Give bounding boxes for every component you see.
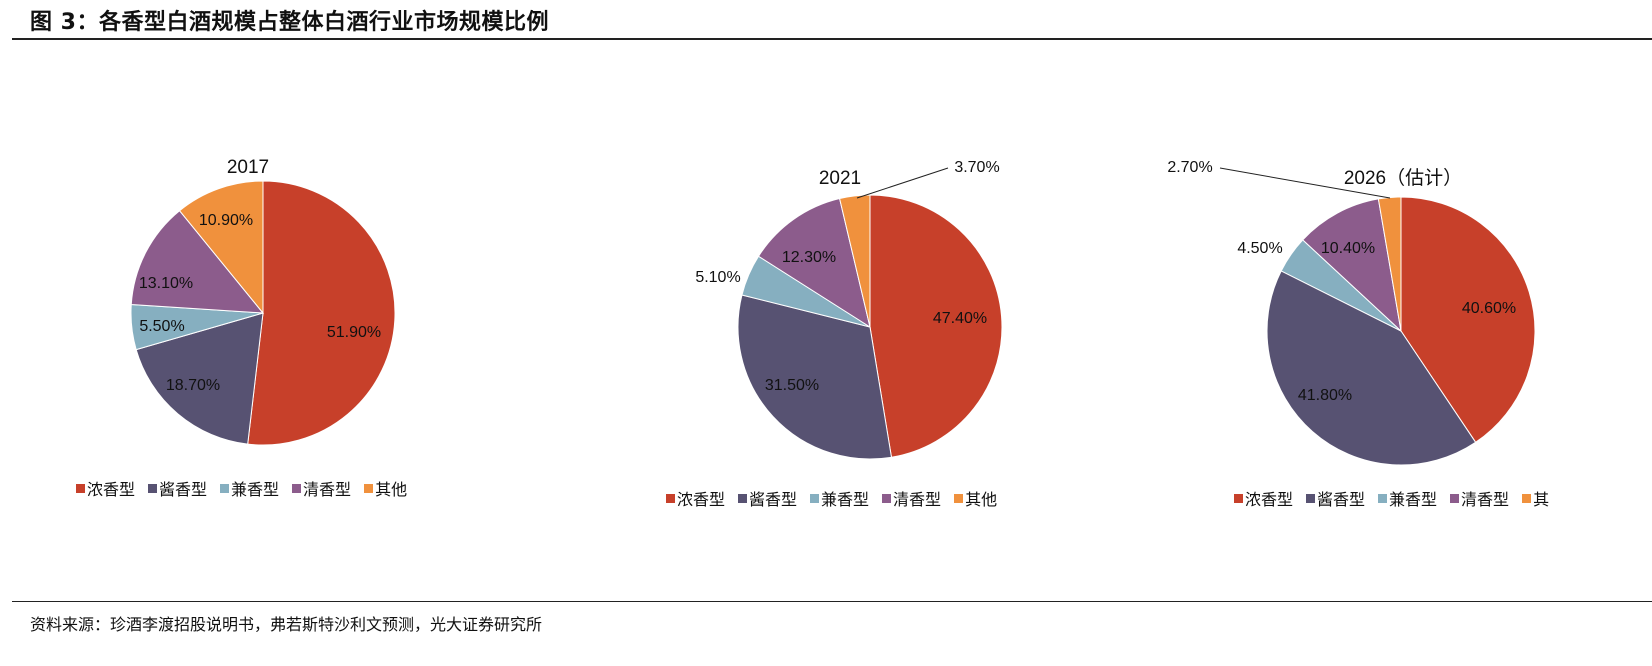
- legend-2021: 浓香型 酱香型 兼香型 清香型 其他: [666, 486, 1010, 510]
- leader-line: [856, 167, 949, 199]
- slice-酱香型: [135, 312, 264, 445]
- legend-item: 清香型: [292, 476, 351, 500]
- legend-label: 浓香型: [1245, 490, 1294, 509]
- data-label: 5.50%: [139, 318, 184, 335]
- pie-chart-3: 40.60% 41.80% 4.50% 10.40% 2.70% 2026（估计）: [1167, 159, 1536, 466]
- slice-浓香型: [247, 180, 396, 446]
- legend-swatch: [882, 493, 892, 503]
- legend-item: 酱香型: [738, 486, 797, 510]
- data-label: 13.10%: [139, 275, 193, 292]
- legend-item: 兼香型: [220, 476, 279, 500]
- legend-label: 浓香型: [87, 480, 136, 499]
- chart-title: 2021: [819, 168, 861, 189]
- data-label: 12.30%: [782, 249, 836, 266]
- legend-label: 清香型: [1461, 490, 1510, 509]
- legend-label: 酱香型: [159, 480, 208, 499]
- legend-label: 兼香型: [231, 480, 280, 499]
- legend-swatch: [954, 493, 964, 503]
- data-label: 4.50%: [1237, 240, 1282, 257]
- legend-label: 酱香型: [749, 490, 798, 509]
- data-label: 2.70%: [1167, 159, 1212, 176]
- leader-line: [1219, 167, 1391, 199]
- legend-2026: 浓香型 酱香型 兼香型 清香型 其: [1234, 486, 1562, 510]
- legend-item: 酱香型: [148, 476, 207, 500]
- legend-swatch: [76, 483, 85, 493]
- legend-label: 其他: [375, 480, 408, 499]
- legend-swatch: [1306, 493, 1316, 503]
- legend-swatch: [1522, 493, 1532, 503]
- legend-label: 兼香型: [1389, 490, 1438, 509]
- slice-其他: [838, 194, 871, 328]
- legend-label: 浓香型: [677, 490, 726, 509]
- legend-item: 浓香型: [76, 476, 135, 500]
- pie-chart-1: 51.90% 18.70% 5.50% 13.10% 10.90% 2017: [130, 157, 396, 446]
- data-label: 10.90%: [199, 212, 253, 229]
- legend-item: 浓香型: [1234, 486, 1293, 510]
- legend-label: 清香型: [303, 480, 352, 499]
- legend-item: 兼香型: [1378, 486, 1437, 510]
- data-label: 5.10%: [695, 269, 740, 286]
- pie-chart-2: 47.40% 31.50% 5.10% 12.30% 3.70% 2021: [695, 159, 1003, 460]
- slice-清香型: [1302, 198, 1402, 333]
- legend-swatch: [148, 483, 158, 493]
- slice-清香型: [130, 210, 265, 314]
- legend-label: 其他: [965, 490, 998, 509]
- data-label: 51.90%: [327, 324, 381, 341]
- data-label: 18.70%: [166, 377, 220, 394]
- legend-swatch: [292, 483, 302, 493]
- legend-swatch: [738, 493, 748, 503]
- bottom-divider: [12, 601, 1652, 602]
- legend-item: 浓香型: [666, 486, 725, 510]
- slice-酱香型: [1266, 270, 1477, 466]
- legend-item: 其他: [954, 486, 997, 510]
- data-label: 40.60%: [1462, 300, 1516, 317]
- legend-item: 清香型: [882, 486, 941, 510]
- figure-title: 图 3：各香型白酒规模占整体白酒行业市场规模比例: [30, 10, 549, 35]
- legend-swatch: [220, 483, 230, 493]
- legend-item: 清香型: [1450, 486, 1509, 510]
- legend-swatch: [810, 493, 820, 503]
- legend-item: 其他: [364, 476, 407, 500]
- legend-swatch: [1450, 493, 1460, 503]
- legend-item: 兼香型: [810, 486, 869, 510]
- chart-title: 2017: [227, 157, 269, 178]
- top-divider: [12, 38, 1652, 40]
- legend-swatch: [666, 493, 675, 503]
- chart-title: 2026（估计）: [1344, 167, 1462, 189]
- legend-item: 其: [1522, 486, 1549, 510]
- legend-label: 兼香型: [821, 490, 870, 509]
- legend-swatch: [1378, 493, 1388, 503]
- legend-swatch: [1234, 493, 1243, 503]
- legend-label: 清香型: [893, 490, 942, 509]
- slice-浓香型: [1400, 196, 1536, 443]
- legend-label: 酱香型: [1317, 490, 1366, 509]
- data-label: 3.70%: [954, 159, 999, 176]
- legend-label: 其: [1533, 490, 1550, 509]
- slice-酱香型: [737, 294, 893, 460]
- data-label: 41.80%: [1298, 387, 1352, 404]
- slice-清香型: [757, 197, 871, 329]
- source-note: 资料来源：珍酒李渡招股说明书，弗若斯特沙利文预测，光大证券研究所: [30, 615, 543, 634]
- legend-swatch: [364, 483, 374, 493]
- data-label: 31.50%: [765, 377, 819, 394]
- slice-浓香型: [869, 194, 1003, 458]
- legend-2017: 浓香型 酱香型 兼香型 清香型 其他: [76, 476, 420, 500]
- data-label: 47.40%: [933, 310, 987, 327]
- data-label: 10.40%: [1321, 240, 1375, 257]
- legend-item: 酱香型: [1306, 486, 1365, 510]
- slice-其他: [178, 180, 264, 315]
